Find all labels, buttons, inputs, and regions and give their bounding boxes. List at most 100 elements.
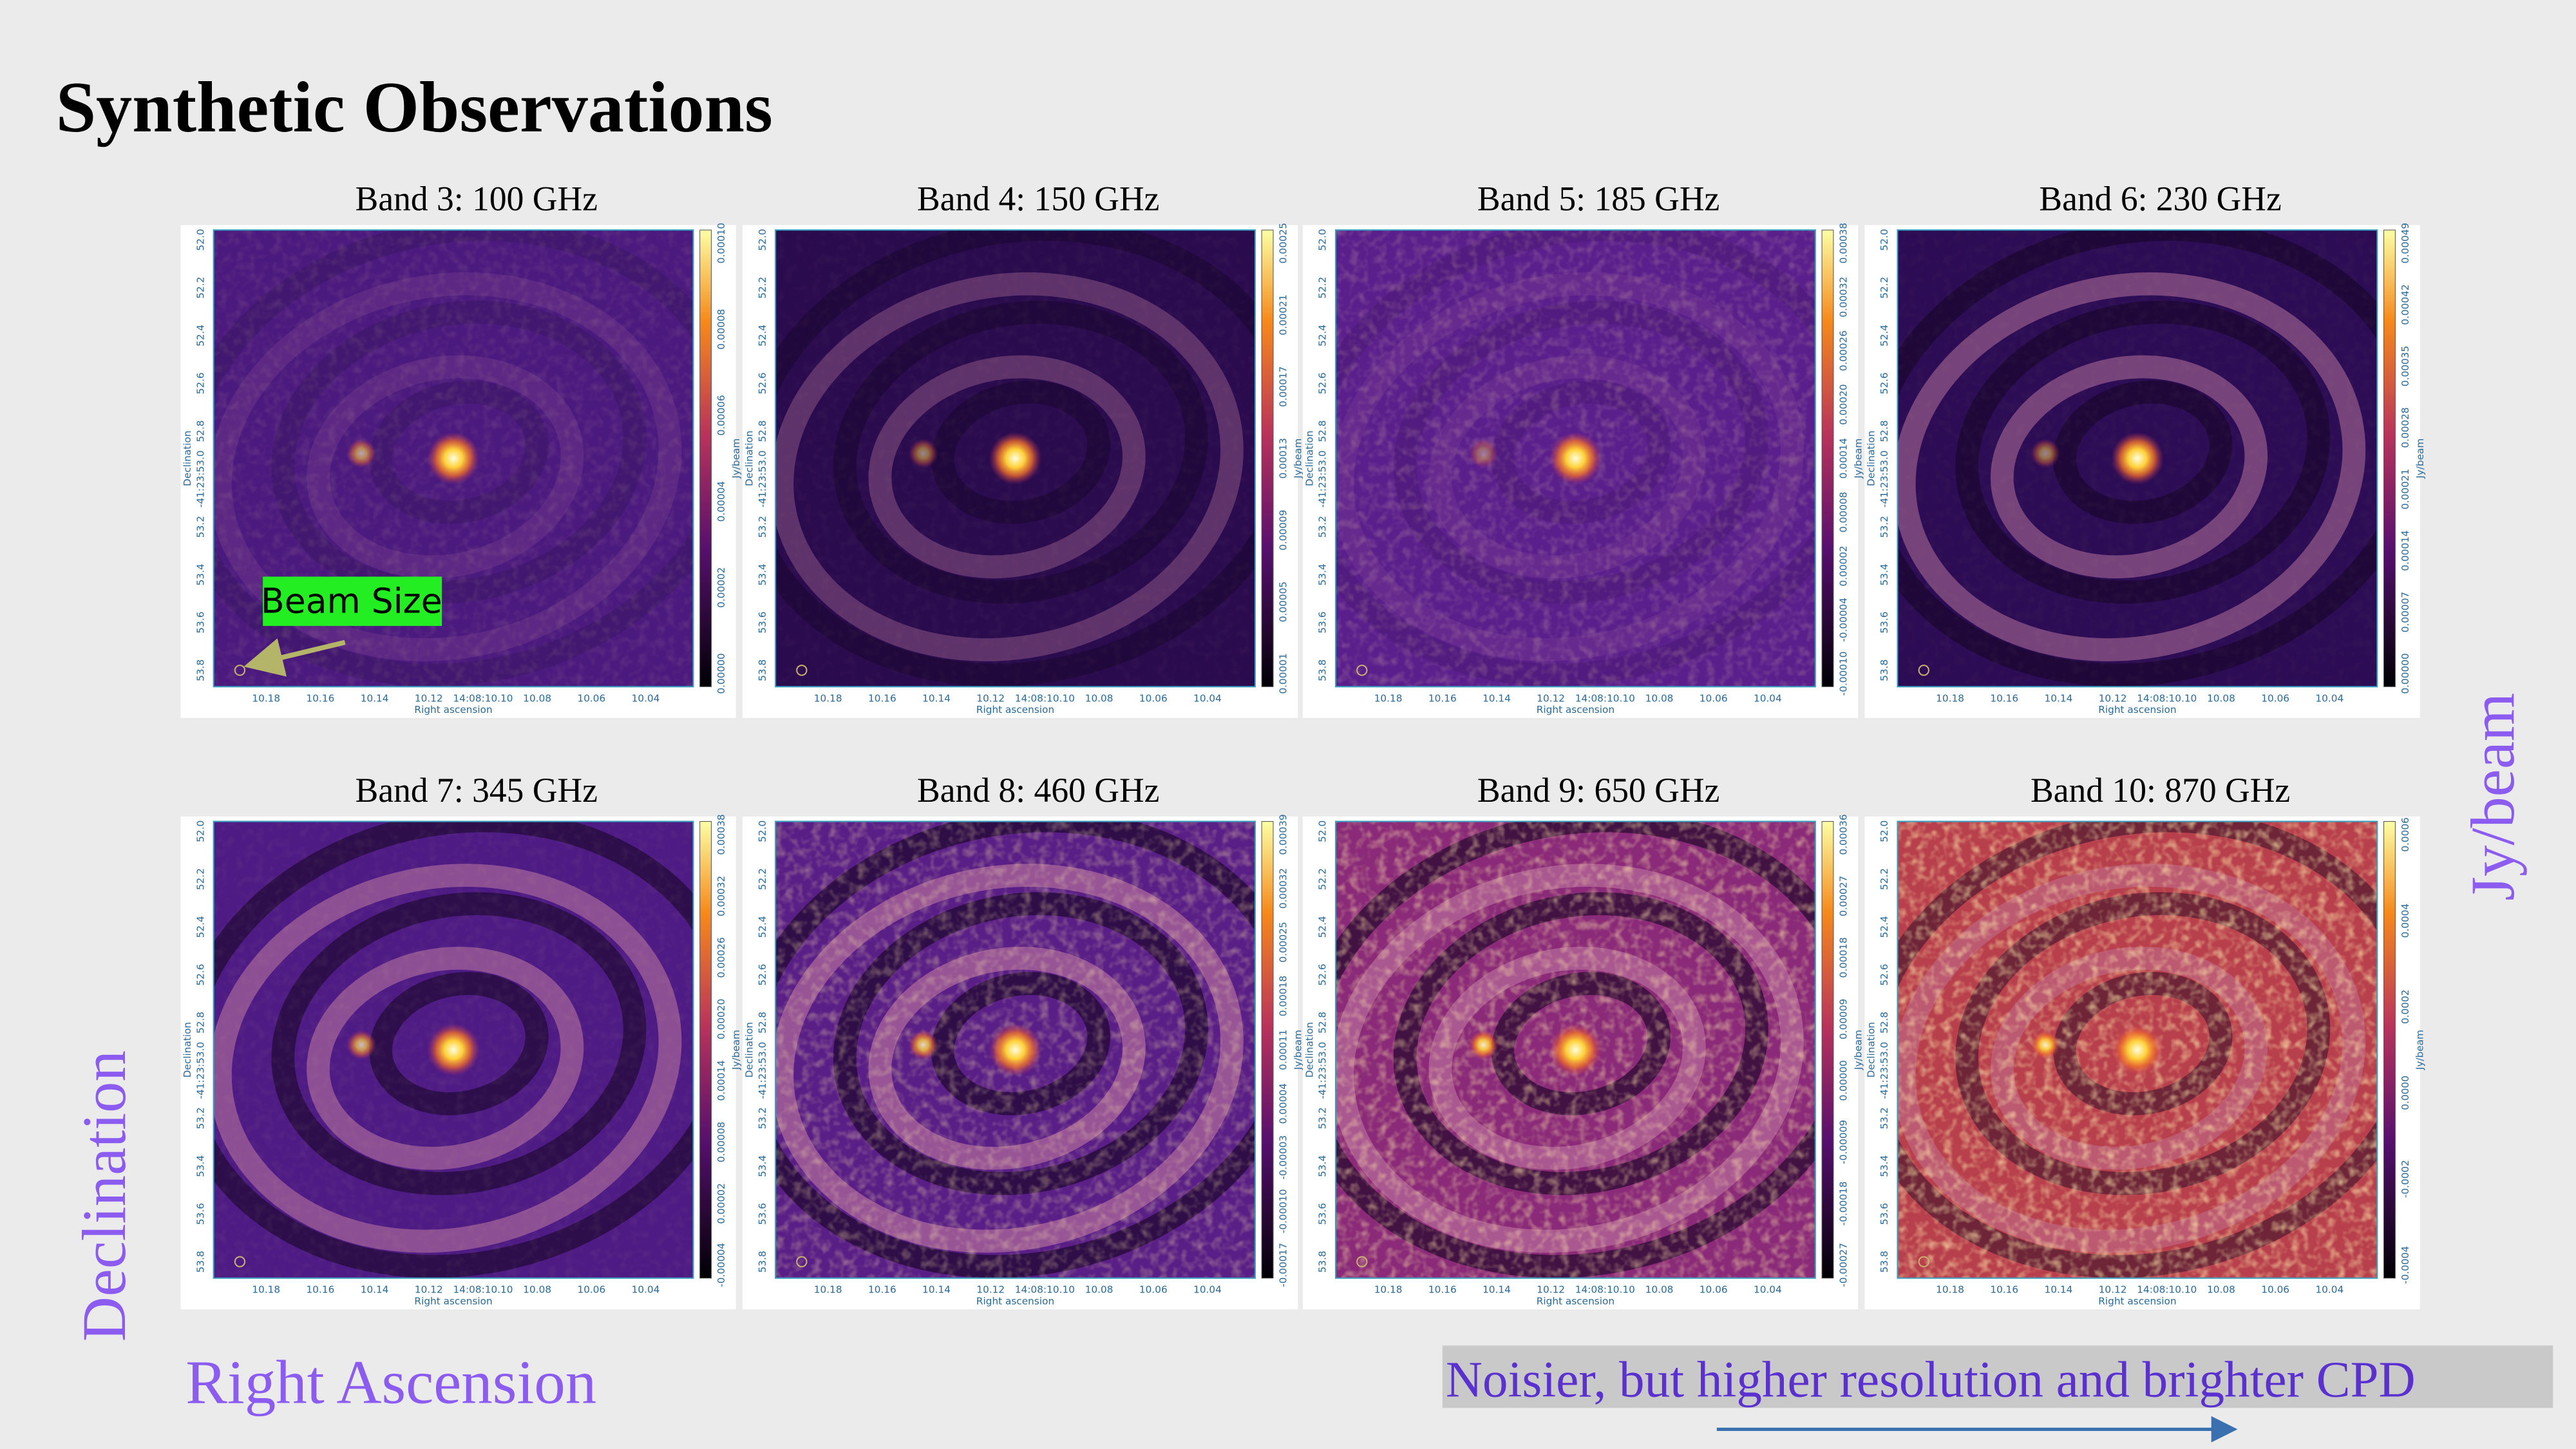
ra-tick-label: 10.16 [868,692,896,704]
image-frame [213,229,694,688]
ra-tick-label: 10.08 [1085,692,1113,704]
colorbar-tick-label: 0.00010 [715,223,727,263]
dec-tick-label: 53.4 [1879,564,1890,585]
colorbar-tick-label: 0.00028 [2400,407,2411,448]
dec-axis-label: Declination [1866,430,1877,486]
panel-title: Band 10: 870 GHz [2031,771,2290,810]
colorbar [699,229,712,687]
dec-tick-label: 52.4 [1317,325,1329,346]
ra-tick-label: 10.18 [814,692,842,704]
panel-title: Band 3: 100 GHz [355,180,598,218]
dec-tick-label: 52.8 [1879,1012,1890,1034]
ra-tick-label: 10.06 [2261,692,2289,704]
colorbar-unit: Jy/beam [1292,1030,1303,1070]
dec-tick-label: 52.4 [1879,325,1890,346]
central-source [989,1023,1042,1076]
ra-tick-label: 10.08 [523,1284,551,1296]
image-frame [1897,820,2378,1279]
panel: Band 6: 230 GHz 0.00000 0.00007 0.00014 0.00… [1864,180,2426,718]
dec-tick-label: 52.4 [194,916,206,938]
image [1335,230,1815,687]
ra-tick-label: 10.12 [2099,1284,2127,1296]
ra-axis-label: Right ascension [414,1296,492,1307]
colorbar-tick-label: 0.00017 [1277,366,1289,407]
dec-tick-label: 53.4 [194,564,206,585]
colorbar-tick-label: 0.00026 [1837,330,1849,371]
colorbar-tick-label: 0.00004 [715,481,727,522]
dec-tick-label: 52.0 [1879,229,1890,251]
ra-tick-label: 10.04 [1193,692,1222,704]
ra-tick-label: 10.12 [976,1284,1005,1296]
central-source [2111,431,2164,485]
beam-marker [1356,1256,1368,1267]
image [213,230,694,687]
dec-tick-label: 52.2 [194,277,206,299]
ra-tick-label: 10.16 [1990,692,2018,704]
ra-tick-label: 10.18 [252,1284,280,1296]
colorbar-unit: Jy/beam [1852,439,1864,479]
colorbar-tick-label: 0.00008 [715,1122,727,1162]
colorbar-tick-label: -0.00018 [1837,1181,1849,1226]
dec-tick-label: 53.2 [1879,1107,1890,1129]
central-source [427,1023,480,1076]
ra-axis-label: Right ascension [976,1296,1054,1307]
ra-tick-label: 10.04 [632,1284,660,1296]
colorbar-tick-label: 0.00025 [1277,922,1289,962]
colorbar-tick-label: 0.0002 [2400,989,2411,1024]
ra-tick-label: 10.06 [1700,692,1728,704]
colorbar-tick-label: -0.00009 [1837,1120,1849,1164]
panel: Band 9: 650 GHz -0.00027 -0.00018 -0.00009 0… [1302,771,1864,1310]
colorbar-tick-label: -0.00004 [715,1243,727,1287]
colorbar-tick-label: 0.00025 [1277,223,1289,263]
ra-tick-label: 10.08 [1645,692,1674,704]
colorbar-tick-label: 0.00001 [1277,653,1289,694]
colorbar [1821,229,1834,687]
dec-tick-label: 53.8 [1879,1251,1890,1273]
beam-box [263,576,442,626]
dec-tick-label: 52.0 [1317,229,1329,251]
colorbar-unit: Jy/beam [730,439,742,479]
dec-tick-label: 53.4 [757,1155,768,1177]
dec-tick-label: 53.2 [194,516,206,538]
dec-tick-label: 53.6 [194,612,206,634]
dec-tick-label: 52.4 [757,325,768,346]
colorbar-tick-label: 0.0006 [2400,817,2411,852]
colorbar-tick-label: 0.00000 [1837,1060,1849,1101]
central-source [989,431,1042,485]
dec-tick-label: 53.4 [1317,1155,1329,1177]
ra-axis-label: Right ascension [1537,1296,1615,1307]
dec-axis-label: Declination [1303,430,1315,486]
dec-tick-label: -41:23:53.0 [1879,1042,1890,1099]
image [1897,821,2378,1278]
image-frame [1334,820,1816,1279]
image-frame [775,229,1256,688]
beam-label: Beam Size [261,581,442,621]
image-frame [1334,229,1816,688]
dec-tick-label: 53.4 [194,1155,206,1177]
ra-tick-label: 10.18 [1374,1284,1403,1296]
ra-tick-label: 10.06 [1139,692,1168,704]
colorbar-tick-label: 0.00014 [715,1060,727,1101]
colorbar-tick-label: 0.00002 [715,567,727,608]
panel: Band 10: 870 GHz -0.0004 -0.0002 0.0000 0.00… [1864,771,2426,1310]
ra-tick-label: 10.04 [1754,1284,1782,1296]
dec-tick-label: 52.2 [1879,277,1890,299]
dec-tick-label: 52.0 [194,820,206,842]
ra-tick-label: 10.06 [2261,1284,2289,1296]
ra-tick-label: 10.14 [2045,692,2073,704]
ra-tick-label: 10.14 [361,1284,389,1296]
dec-tick-label: 52.0 [1317,820,1329,842]
colorbar [699,821,712,1279]
panel: Band 7: 345 GHz -0.00004 0.00002 0.00008 0.0… [180,771,742,1310]
colorbar-tick-label: 0.00026 [715,937,727,978]
beam-marker [1356,665,1368,676]
dec-tick-label: 52.6 [1879,372,1890,394]
colorbar-tick-label: 0.00021 [1277,294,1289,335]
dec-tick-label: 52.2 [1317,868,1329,890]
dec-tick-label: 53.2 [757,1107,768,1129]
companion [2031,439,2060,469]
ra-tick-label: 10.14 [922,692,951,704]
ra-tick-label: 10.16 [1428,692,1457,704]
dec-tick-label: 53.6 [1317,1203,1329,1225]
companion [1468,1030,1499,1060]
